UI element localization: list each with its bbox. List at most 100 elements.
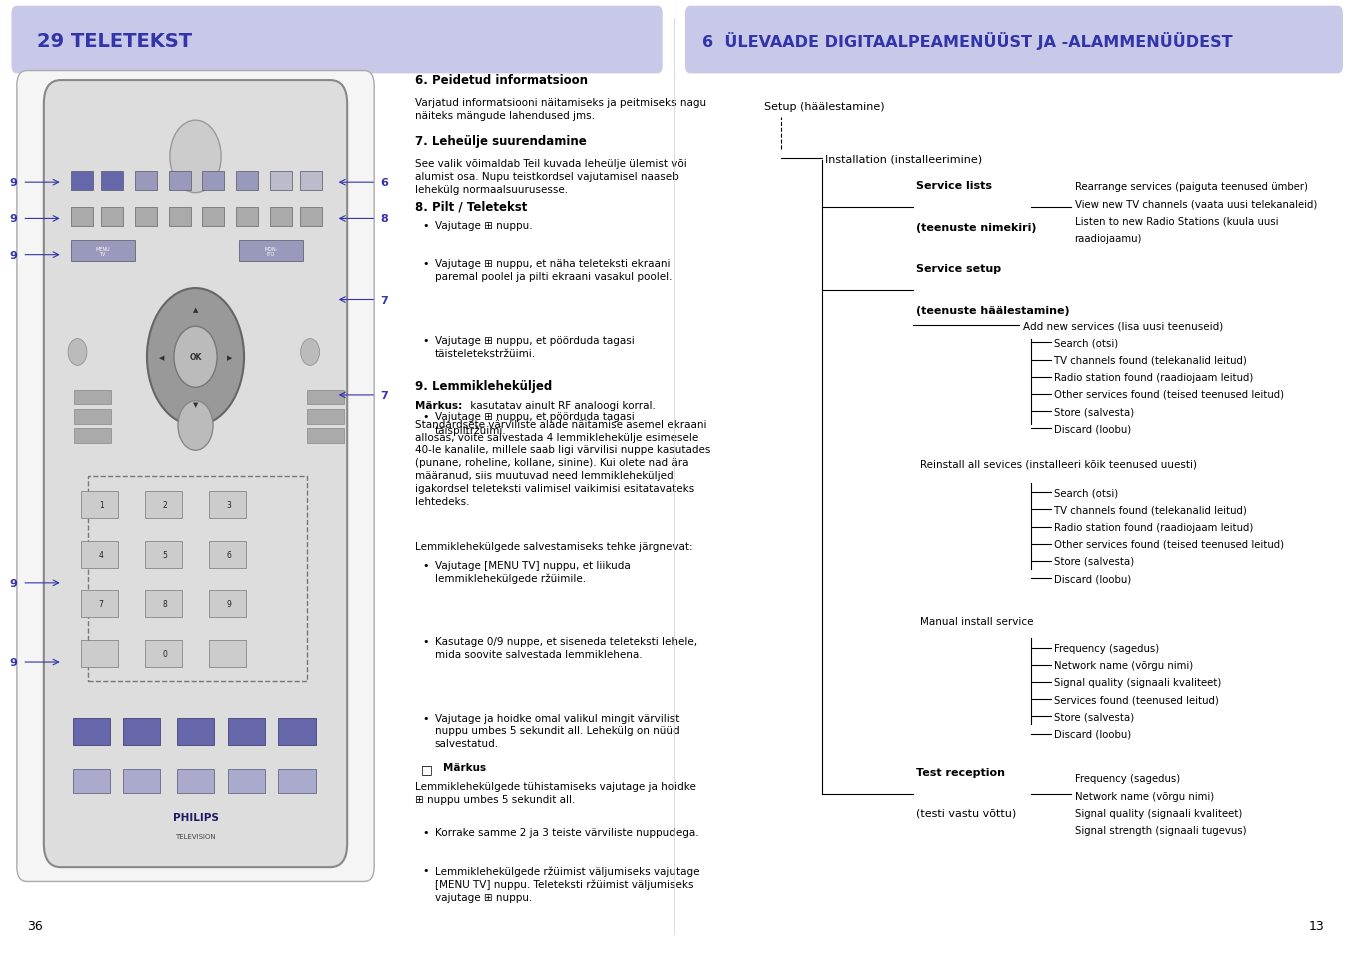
Text: Search (otsi): Search (otsi): [1054, 338, 1119, 348]
Text: Frequency (sagedus): Frequency (sagedus): [1054, 643, 1159, 653]
Text: 29 TELETEKST: 29 TELETEKST: [36, 31, 192, 51]
Text: raadiojaamu): raadiojaamu): [1074, 233, 1142, 243]
Bar: [177, 769, 215, 793]
Bar: [73, 719, 109, 745]
Text: Discard (loobu): Discard (loobu): [1054, 574, 1132, 583]
Text: 9: 9: [227, 599, 231, 609]
Text: Search (otsi): Search (otsi): [1054, 488, 1119, 497]
Text: Vajutage [MENU TV] nuppu, et liikuda
lemmiklehekülgede ržüimile.: Vajutage [MENU TV] nuppu, et liikuda lem…: [435, 560, 631, 584]
Text: 9: 9: [9, 578, 18, 588]
Text: •: •: [423, 827, 430, 837]
Text: Installation (installeerimine): Installation (installeerimine): [825, 154, 982, 164]
Text: •: •: [423, 713, 430, 722]
Bar: [177, 719, 215, 745]
Bar: [307, 410, 343, 424]
Bar: [73, 769, 109, 793]
Bar: [278, 719, 316, 745]
Text: •: •: [423, 637, 430, 646]
Bar: [236, 208, 258, 227]
Text: Listen to new Radio Stations (kuula uusi: Listen to new Radio Stations (kuula uusi: [1074, 216, 1278, 226]
Text: 6: 6: [227, 550, 231, 559]
Text: Reinstall all sevices (installeeri kõik teenused uuesti): Reinstall all sevices (installeeri kõik …: [920, 459, 1197, 469]
Text: Vajutage ⊞ nuppu.: Vajutage ⊞ nuppu.: [435, 221, 532, 231]
Bar: [145, 640, 182, 667]
Text: ▶: ▶: [227, 355, 232, 360]
Text: Vajutage ja hoidke omal valikul mingit värvilist
nuppu umbes 5 sekundit all. Leh: Vajutage ja hoidke omal valikul mingit v…: [435, 713, 680, 748]
Text: 6: 6: [381, 178, 388, 188]
Text: Store (salvesta): Store (salvesta): [1054, 407, 1135, 416]
Text: (teenuste häälestamine): (teenuste häälestamine): [916, 306, 1070, 315]
Bar: [101, 208, 123, 227]
Text: TELEVISION: TELEVISION: [176, 833, 216, 839]
Text: View new TV channels (vaata uusi telekanaleid): View new TV channels (vaata uusi telekan…: [1074, 199, 1317, 209]
Text: OK: OK: [189, 353, 201, 362]
Text: 0: 0: [162, 649, 168, 659]
Text: Korrake samme 2 ja 3 teiste värviliste nuppudega.: Korrake samme 2 ja 3 teiste värviliste n…: [435, 827, 698, 837]
Text: Other services found (teised teenused leitud): Other services found (teised teenused le…: [1054, 390, 1285, 399]
Text: Discard (loobu): Discard (loobu): [1054, 729, 1132, 739]
Text: 8. Pilt / Teletekst: 8. Pilt / Teletekst: [415, 200, 527, 213]
Circle shape: [170, 121, 222, 193]
Text: Varjatud informatsiooni näitamiseks ja peitmiseks nagu
näiteks mängude lahenduse: Varjatud informatsiooni näitamiseks ja p…: [415, 98, 705, 121]
Text: 13: 13: [1308, 919, 1324, 932]
FancyBboxPatch shape: [16, 71, 374, 882]
Text: •: •: [423, 865, 430, 875]
Text: Standardsete värviliste alade näitamise asemel ekraani
allosas, võite salvestada: Standardsete värviliste alade näitamise …: [415, 419, 711, 506]
Text: Frequency (sagedus): Frequency (sagedus): [1074, 774, 1179, 783]
Bar: [270, 172, 292, 191]
Text: Service lists: Service lists: [916, 181, 992, 191]
Text: 9: 9: [9, 658, 18, 667]
Text: Radio station found (raadiojaam leitud): Radio station found (raadiojaam leitud): [1054, 522, 1254, 532]
Text: Signal quality (signaali kvaliteet): Signal quality (signaali kvaliteet): [1074, 808, 1242, 818]
Text: 1: 1: [99, 500, 104, 510]
Circle shape: [147, 289, 245, 426]
Text: PHILIPS: PHILIPS: [173, 812, 219, 821]
Text: MENU
TV: MENU TV: [95, 247, 109, 256]
Bar: [228, 719, 265, 745]
Text: 36: 36: [27, 919, 43, 932]
Text: ◀: ◀: [159, 355, 165, 360]
Text: 7. Leheülje suurendamine: 7. Leheülje suurendamine: [415, 135, 586, 149]
Bar: [74, 391, 111, 405]
Text: Rearrange services (paiguta teenused ümber): Rearrange services (paiguta teenused ümb…: [1074, 182, 1308, 192]
Text: Discard (loobu): Discard (loobu): [1054, 424, 1132, 434]
Text: Märkus:: Märkus:: [415, 400, 462, 410]
Bar: [135, 172, 157, 191]
Bar: [81, 640, 118, 667]
Bar: [236, 172, 258, 191]
Bar: [307, 391, 343, 405]
Text: Vajutage ⊞ nuppu, et näha teleteksti ekraani
paremal poolel ja pilti ekraani vas: Vajutage ⊞ nuppu, et näha teleteksti ekr…: [435, 259, 673, 282]
Bar: [70, 241, 135, 262]
Text: 7: 7: [381, 391, 388, 400]
Bar: [307, 429, 343, 443]
Text: Signal quality (signaali kvaliteet): Signal quality (signaali kvaliteet): [1054, 678, 1221, 687]
Circle shape: [301, 339, 320, 366]
Text: TV channels found (telekanalid leitud): TV channels found (telekanalid leitud): [1054, 505, 1247, 515]
Text: Services found (teenused leitud): Services found (teenused leitud): [1054, 695, 1219, 704]
Text: Lemmiklehekülgede salvestamiseks tehke järgnevat:: Lemmiklehekülgede salvestamiseks tehke j…: [415, 541, 692, 551]
Bar: [278, 769, 316, 793]
Bar: [228, 769, 265, 793]
Bar: [270, 208, 292, 227]
Bar: [70, 172, 93, 191]
Text: Other services found (teised teenused leitud): Other services found (teised teenused le…: [1054, 539, 1285, 549]
Text: Store (salvesta): Store (salvesta): [1054, 557, 1135, 566]
Bar: [81, 541, 118, 568]
Bar: [123, 719, 161, 745]
Text: (teenuste nimekiri): (teenuste nimekiri): [916, 223, 1036, 233]
Bar: [169, 208, 190, 227]
Text: •: •: [423, 335, 430, 345]
Text: ▲: ▲: [193, 307, 199, 313]
Bar: [74, 410, 111, 424]
Bar: [239, 241, 304, 262]
Bar: [209, 591, 246, 618]
Bar: [70, 208, 93, 227]
Bar: [203, 208, 224, 227]
Text: 8: 8: [381, 214, 388, 224]
Bar: [145, 492, 182, 518]
Text: Setup (häälestamine): Setup (häälestamine): [765, 102, 885, 112]
Text: 7: 7: [381, 295, 388, 305]
Text: •: •: [423, 412, 430, 421]
Bar: [101, 172, 123, 191]
Text: Test reception: Test reception: [916, 767, 1005, 777]
